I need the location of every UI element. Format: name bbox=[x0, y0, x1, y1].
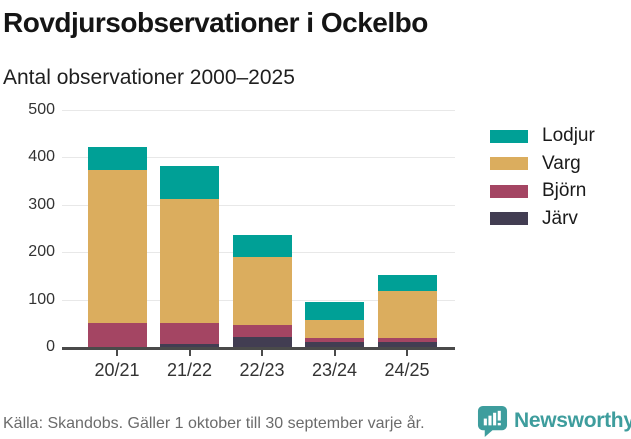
bar-segment-22-23-björn bbox=[232, 325, 292, 337]
legend-label: Björn bbox=[542, 180, 587, 201]
bar-segment-22-23-lodjur bbox=[232, 235, 292, 257]
x-tick-label: 23/24 bbox=[311, 360, 358, 380]
plot-area: 20/21 21/22 22/23 23/24 24/25 bbox=[62, 110, 455, 380]
legend-item-varg: Varg bbox=[490, 152, 581, 174]
bar-segment-21-22-björn bbox=[160, 322, 219, 345]
y-tick-label: 100 bbox=[28, 290, 55, 308]
bar-segment-24-25-lodjur bbox=[377, 274, 437, 292]
x-tick-label: 21/22 bbox=[166, 360, 213, 380]
y-tick-label: 400 bbox=[28, 148, 55, 166]
bar-segment-23-24-lodjur bbox=[305, 302, 364, 320]
x-tick-label: 22/23 bbox=[239, 360, 285, 380]
x-tick bbox=[261, 349, 263, 356]
x-tick bbox=[406, 349, 408, 356]
newsworthy-logo-icon bbox=[477, 405, 508, 437]
legend-item-järv: Järv bbox=[490, 207, 578, 229]
bar-segment-24-25-björn bbox=[377, 337, 437, 343]
legend-item-björn: Björn bbox=[490, 180, 587, 201]
legend-swatch-lodjur bbox=[490, 129, 528, 143]
gridline-y300 bbox=[62, 204, 455, 206]
bar-segment-23-24-varg bbox=[305, 319, 364, 339]
newsworthy-wordmark: Newsworthy bbox=[514, 409, 631, 432]
bar-segment-22-23-varg bbox=[232, 256, 292, 326]
bar-segment-21-22-järv bbox=[160, 344, 219, 348]
y-tick-label: 200 bbox=[28, 243, 55, 261]
y-tick-label: 300 bbox=[28, 195, 55, 213]
x-tick-label: 20/21 bbox=[94, 360, 140, 380]
legend-label: Järv bbox=[542, 207, 578, 229]
chart-subtitle: Antal observationer 2000–2025 bbox=[3, 66, 295, 89]
bar-segment-21-22-varg bbox=[160, 199, 219, 323]
bar-segment-23-24-björn bbox=[305, 338, 364, 343]
bar-segment-24-25-järv bbox=[377, 342, 437, 348]
legend-item-lodjur: Lodjur bbox=[490, 125, 595, 146]
bar-segment-22-23-järv bbox=[232, 336, 292, 348]
x-axis-line bbox=[62, 347, 455, 350]
x-tick bbox=[333, 349, 336, 356]
bar-segment-21-22-lodjur bbox=[160, 165, 219, 200]
x-tick bbox=[188, 349, 191, 356]
x-tick bbox=[116, 349, 118, 356]
legend-swatch-varg bbox=[490, 157, 528, 170]
source-note: Källa: Skandobs. Gäller 1 oktober till 3… bbox=[3, 415, 425, 432]
chart-title: Rovdjursobservationer i Ockelbo bbox=[3, 7, 428, 38]
legend-label: Varg bbox=[542, 152, 581, 174]
bar-segment-20-21-varg bbox=[87, 169, 147, 323]
legend-swatch-järv bbox=[490, 212, 528, 225]
bar-segment-20-21-lodjur bbox=[87, 147, 147, 170]
x-tick-label: 24/25 bbox=[384, 360, 430, 380]
newsworthy-logo[interactable]: Newsworthy bbox=[477, 405, 631, 437]
legend-label: Lodjur bbox=[542, 125, 595, 146]
bar-segment-24-25-varg bbox=[377, 291, 437, 338]
gridline-y500 bbox=[62, 110, 455, 111]
y-tick-label: 0 bbox=[46, 338, 55, 355]
bar-segment-23-24-järv bbox=[305, 342, 364, 348]
y-tick-label: 500 bbox=[28, 101, 55, 118]
bar-segment-20-21-björn bbox=[87, 322, 147, 348]
legend-swatch-björn bbox=[490, 184, 528, 198]
gridline-y400 bbox=[62, 157, 455, 159]
